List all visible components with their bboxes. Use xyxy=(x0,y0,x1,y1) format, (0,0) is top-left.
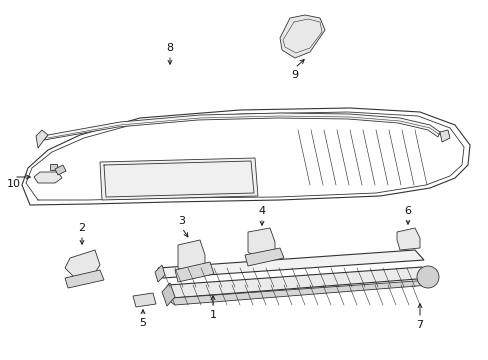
Text: 10: 10 xyxy=(7,179,21,189)
Polygon shape xyxy=(36,130,48,148)
Text: 7: 7 xyxy=(416,320,423,330)
Polygon shape xyxy=(162,283,175,306)
Polygon shape xyxy=(133,293,156,307)
Text: 6: 6 xyxy=(404,206,411,216)
Polygon shape xyxy=(22,108,469,205)
Polygon shape xyxy=(396,228,419,250)
Polygon shape xyxy=(50,164,57,170)
Text: 9: 9 xyxy=(291,70,298,80)
Ellipse shape xyxy=(416,266,438,288)
Polygon shape xyxy=(168,267,429,298)
Polygon shape xyxy=(244,248,284,266)
Polygon shape xyxy=(65,250,100,280)
Polygon shape xyxy=(100,158,258,200)
Text: 4: 4 xyxy=(258,206,265,216)
Polygon shape xyxy=(175,262,214,282)
Polygon shape xyxy=(168,280,429,305)
Text: 5: 5 xyxy=(139,318,146,328)
Text: 1: 1 xyxy=(209,310,216,320)
Text: 2: 2 xyxy=(78,223,85,233)
Polygon shape xyxy=(247,228,274,260)
Polygon shape xyxy=(44,113,439,140)
Polygon shape xyxy=(155,265,164,282)
Text: 3: 3 xyxy=(178,216,185,226)
Polygon shape xyxy=(65,270,104,288)
Polygon shape xyxy=(178,240,204,275)
Polygon shape xyxy=(34,172,62,183)
Polygon shape xyxy=(55,165,66,175)
Polygon shape xyxy=(280,15,325,58)
Polygon shape xyxy=(158,250,423,278)
Polygon shape xyxy=(439,130,449,142)
Text: 8: 8 xyxy=(166,43,173,53)
